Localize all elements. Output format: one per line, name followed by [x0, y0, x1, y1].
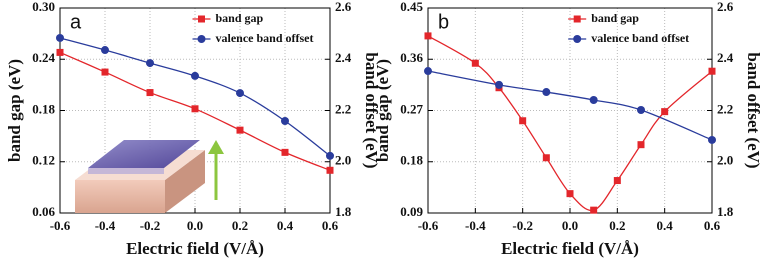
point	[590, 206, 598, 214]
y-tick-label: 0.30	[32, 0, 55, 14]
legend-label: band gap	[591, 11, 639, 25]
series-line	[427, 70, 713, 141]
point	[191, 71, 199, 80]
point	[613, 177, 621, 185]
x-tick-label: 0.0	[562, 218, 578, 233]
x-tick-label: -0.6	[418, 218, 439, 233]
x-tick-label: -0.4	[465, 218, 486, 233]
y-axis-label: band gap (eV)	[373, 59, 392, 162]
point	[326, 166, 334, 174]
x-tick-label: 0.4	[657, 218, 674, 233]
x-tick-label: 0.4	[277, 218, 294, 233]
y-tick-label: 0.18	[400, 153, 423, 168]
x-tick-label: -0.2	[140, 218, 161, 233]
legend-label: valence band offset	[216, 31, 314, 45]
y-tick-label: 0.06	[32, 204, 55, 219]
point	[56, 48, 64, 56]
point	[424, 67, 432, 76]
y2-axis-label: band offset (eV)	[362, 52, 381, 168]
point	[566, 190, 574, 198]
y2-tick-label: 2.0	[717, 153, 733, 168]
series-line	[59, 37, 331, 157]
x-tick-label: -0.6	[50, 218, 71, 233]
point	[637, 105, 645, 114]
y2-axis-label: band offset (eV)	[744, 52, 763, 168]
y2-tick-label: 1.8	[335, 204, 352, 219]
y2-tick-label: 2.2	[717, 101, 733, 116]
point	[326, 151, 334, 160]
y2-tick-label: 2.0	[335, 153, 351, 168]
legend-marker	[197, 35, 206, 43]
panel-label: b	[438, 11, 449, 33]
point	[146, 59, 154, 68]
y-axis-label: band gap (eV)	[5, 59, 24, 162]
y2-tick-label: 2.4	[335, 50, 352, 65]
point	[519, 117, 527, 125]
y-tick-label: 0.09	[400, 204, 423, 219]
y2-tick-label: 2.6	[335, 0, 352, 14]
y2-tick-label: 1.8	[717, 204, 734, 219]
y-tick-label: 0.36	[400, 50, 423, 65]
y-tick-label: 0.18	[32, 101, 55, 116]
x-tick-label: 0.6	[704, 218, 721, 233]
plot-frame	[59, 7, 331, 214]
point	[589, 95, 598, 104]
point	[708, 67, 716, 75]
point	[101, 46, 109, 55]
point	[424, 32, 432, 40]
panel-0: -0.6 -0.4 -0.2 0.0 0.2 0.4 0.6 0.06 0.12 0.18 0.24…	[5, 0, 381, 258]
x-axis-label: Electric field (V/Å)	[501, 239, 639, 258]
y-tick-label: 0.27	[400, 101, 423, 116]
x-tick-label: 0.2	[609, 218, 625, 233]
point	[236, 89, 244, 98]
legend-marker	[198, 15, 205, 23]
legend-label: band gap	[216, 11, 264, 25]
y-tick-label: 0.24	[32, 50, 55, 65]
x-axis-label: Electric field (V/Å)	[126, 239, 264, 258]
legend-label: valence band offset	[591, 31, 689, 45]
legend-marker	[573, 35, 582, 43]
y2-tick-label: 2.4	[717, 50, 734, 65]
x-tick-label: 0.2	[232, 218, 248, 233]
point	[708, 135, 716, 144]
x-tick-label: -0.4	[95, 218, 116, 233]
x-tick-label: 0.6	[322, 218, 339, 233]
point	[146, 89, 154, 97]
point	[281, 117, 289, 126]
x-tick-label: 0.0	[187, 218, 203, 233]
field-arrow	[208, 140, 224, 200]
y-tick-label: 0.12	[32, 153, 55, 168]
point	[56, 33, 64, 42]
panel-label: a	[70, 11, 82, 33]
point	[637, 141, 645, 149]
point	[542, 88, 551, 97]
point	[236, 126, 244, 134]
inset-illustration	[75, 140, 205, 213]
point	[661, 108, 669, 116]
plot-frame	[427, 7, 713, 214]
point	[495, 80, 503, 89]
point	[471, 59, 479, 67]
y2-tick-label: 2.6	[717, 0, 734, 14]
legend-marker	[573, 15, 581, 23]
panel-1: -0.6 -0.4 -0.2 0.0 0.2 0.4 0.6 0.09 0.18 0.27 0.36…	[373, 0, 763, 258]
y-tick-label: 0.45	[400, 0, 423, 14]
x-tick-label: -0.2	[512, 218, 533, 233]
point	[281, 148, 289, 156]
point	[542, 154, 550, 162]
point	[191, 105, 199, 113]
y2-tick-label: 2.2	[335, 101, 351, 116]
point	[101, 68, 109, 76]
